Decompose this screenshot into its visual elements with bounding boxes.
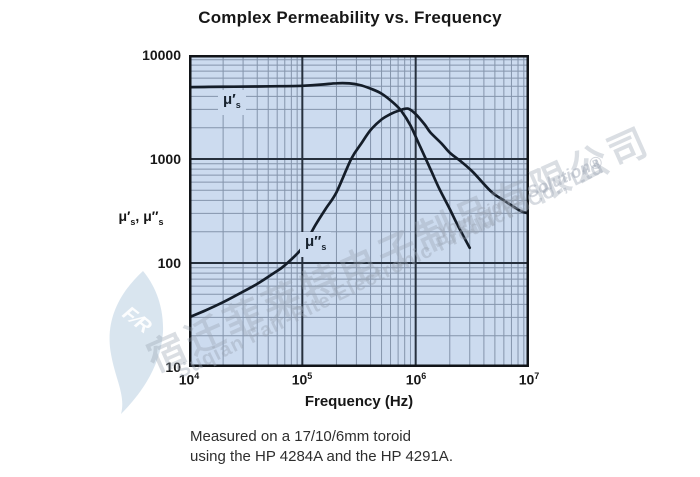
y-tick-1000: 1000 [149,151,181,167]
x-axis-label: Frequency (Hz) [304,393,414,410]
x-tick-1e4: 104 [178,371,200,388]
chart-title: Complex Permeability vs. Frequency [198,8,502,27]
plot-area [189,55,529,367]
x-tick-1e7: 107 [518,371,540,388]
y-tick-10000: 10000 [142,47,181,63]
caption-line-2: using the HP 4284A and the HP 4291A. [190,448,453,465]
y-tick-100: 100 [157,255,181,271]
x-tick-1e5: 105 [291,371,313,388]
y-axis-label: μ′s, μ″s [118,208,164,227]
caption-line-1: Measured on a 17/10/6mm toroid [190,428,411,445]
fair-rite-swoosh-logo: F∕R [109,271,164,414]
mu-imag-curve-label: μ″s [300,232,332,257]
y-tick-10: 10 [165,359,181,375]
mu-real-curve-label: μ′s [218,90,246,115]
x-tick-1e6: 106 [405,371,427,388]
